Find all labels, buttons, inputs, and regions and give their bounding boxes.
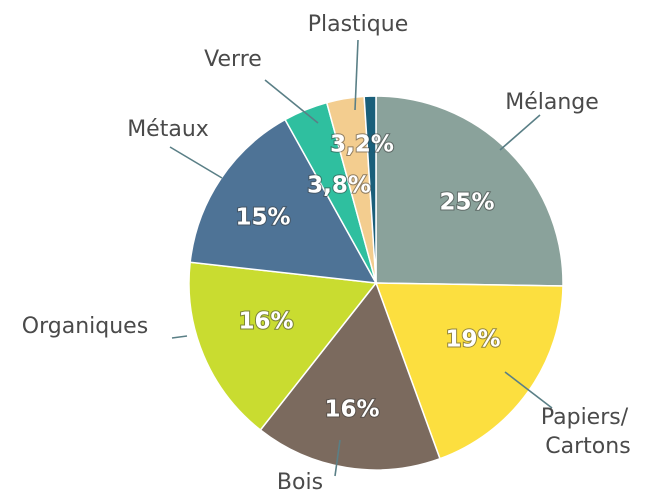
pie-slice [188, 261, 378, 432]
data-label: 19% [445, 327, 500, 353]
leader-line [499, 114, 541, 151]
category-label: Mélange [505, 90, 599, 115]
leader-line [354, 39, 359, 111]
leader-line [169, 146, 223, 179]
leader-line [171, 335, 188, 339]
pie-slice [363, 95, 377, 284]
category-label-line: Papiers/ [541, 405, 635, 430]
data-label: 25% [439, 190, 494, 216]
category-label-line: Cartons [545, 434, 630, 459]
pie-slice [374, 282, 564, 460]
pie-slice [375, 95, 564, 287]
leader-line [504, 371, 553, 409]
category-label: Bois [277, 470, 323, 495]
data-label: 15% [235, 205, 290, 231]
category-label: Organiques [22, 314, 148, 339]
leader-line [264, 79, 319, 124]
category-label: Métaux [127, 117, 209, 142]
category-label: Plastique [308, 12, 409, 37]
leader-line [334, 439, 341, 477]
data-label: 16% [324, 397, 379, 423]
pie-slice [259, 281, 441, 471]
category-label: Verre [204, 47, 262, 72]
data-label: 16% [238, 309, 293, 335]
data-label: 3,2% [330, 132, 394, 158]
category-label: Papiers/ Cartons [541, 405, 635, 459]
data-label: 3,8% [307, 173, 371, 199]
pie-slice [189, 118, 378, 284]
